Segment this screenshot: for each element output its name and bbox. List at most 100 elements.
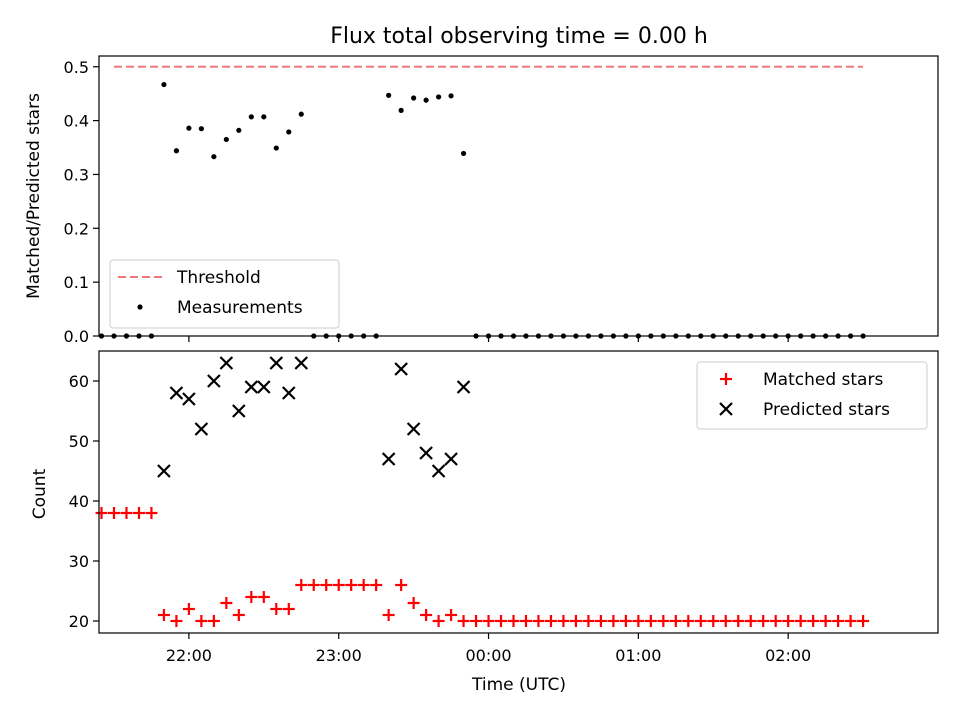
matched-point (657, 615, 670, 627)
predicted-point (431, 464, 446, 478)
matched-point (270, 603, 283, 615)
matched-point (182, 603, 195, 615)
matched-point (794, 615, 807, 627)
matched-point (195, 615, 208, 627)
y-tick-label: 50 (69, 432, 89, 451)
measurement-point (386, 92, 392, 98)
predicted-point (282, 386, 296, 400)
matched-point (694, 615, 707, 627)
matched-point (719, 615, 732, 627)
matched-point (669, 615, 682, 627)
predicted-point (169, 386, 184, 400)
measurement-point (211, 154, 217, 160)
matched-point (707, 615, 720, 627)
matched-point (120, 507, 133, 519)
y-tick-label: 0.0 (64, 327, 89, 346)
matched-point (544, 615, 557, 627)
measurement-point (186, 125, 192, 131)
matched-point (532, 615, 545, 627)
predicted-point (406, 422, 421, 436)
matched-point (519, 615, 532, 627)
matched-point (132, 507, 145, 519)
bottom-legend: Matched stars Predicted stars (696, 361, 928, 430)
bottom-legend-box (696, 361, 928, 430)
y-tick-label: 0.2 (64, 219, 89, 238)
matched-point (157, 609, 170, 621)
legend-predicted-swatch (719, 402, 733, 416)
predicted-point (182, 392, 196, 406)
predicted-point (381, 452, 396, 466)
top-axes-frame (98, 55, 939, 337)
x-tick-label: 01:00 (615, 646, 661, 665)
matched-point (782, 615, 795, 627)
x-tick-label: 22:00 (166, 646, 212, 665)
y-tick-label: 0.1 (64, 273, 89, 292)
count-panel: Count Time (UTC) 20 30 40 50 60 22:00 23:00 00… (30, 350, 939, 695)
matched-point (644, 615, 657, 627)
predicted-point (232, 404, 246, 418)
predicted-point (394, 362, 408, 376)
matched-point (345, 579, 358, 591)
matched-point (457, 615, 470, 627)
x-tick-label: 00:00 (465, 646, 511, 665)
measurement-point (286, 129, 292, 135)
measurement-point (161, 81, 167, 88)
matched-point (569, 615, 582, 627)
y-tick-label: 0.4 (64, 112, 89, 131)
matched-point (382, 609, 395, 621)
matched-point (844, 615, 857, 627)
measurement-point (298, 111, 304, 117)
matched-point (432, 615, 445, 627)
measurement-point (198, 126, 204, 132)
matched-point (395, 579, 408, 591)
matched-point (819, 615, 832, 627)
matched-point (607, 615, 620, 627)
top-ylabel: Matched/Predicted stars (24, 93, 44, 299)
matched-point (232, 609, 245, 621)
matched-point (107, 507, 120, 519)
top-yticks: 0.0 0.1 0.2 0.3 0.4 0.5 (64, 58, 99, 346)
matched-point (445, 609, 458, 621)
matched-point (482, 615, 495, 627)
y-tick-label: 30 (69, 552, 89, 571)
matched-point (332, 579, 345, 591)
measurement-point (448, 93, 454, 99)
matched-point (170, 615, 183, 627)
bottom-xlabel: Time (UTC) (471, 675, 566, 695)
matched-point (619, 615, 632, 627)
bottom-yticks: 20 30 40 50 60 (69, 372, 99, 631)
matched-point (145, 507, 158, 519)
y-tick-label: 40 (69, 492, 89, 511)
legend-measurements-swatch (137, 304, 143, 310)
matched-point (832, 615, 845, 627)
y-tick-label: 0.5 (64, 58, 89, 77)
top-marks (98, 65, 866, 339)
x-tick-label: 02:00 (765, 646, 811, 665)
legend-matched-swatch (720, 373, 732, 385)
legend-predicted-label: Predicted stars (763, 400, 890, 420)
measurement-point (273, 145, 279, 151)
matched-point (295, 579, 308, 591)
matched-point (557, 615, 570, 627)
measurement-point (236, 127, 242, 133)
matched-point (769, 615, 782, 627)
predicted-point (157, 464, 171, 478)
measurement-point (411, 95, 417, 101)
predicted-point (294, 356, 309, 370)
matched-point (320, 579, 333, 591)
matched-point (420, 609, 433, 621)
matched-point (507, 615, 520, 627)
predicted-point (194, 422, 209, 436)
bottom-ylabel: Count (30, 468, 50, 519)
legend-matched-label: Matched stars (763, 370, 883, 390)
matched-point (807, 615, 820, 627)
measurement-point (261, 114, 267, 120)
measurement-point (398, 107, 404, 113)
legend-measurements-label: Measurements (177, 298, 303, 318)
x-tick-label: 23:00 (316, 646, 362, 665)
predicted-point (419, 446, 433, 460)
predicted-point (244, 380, 259, 394)
matched-point (245, 591, 258, 603)
bottom-marks (95, 356, 870, 627)
